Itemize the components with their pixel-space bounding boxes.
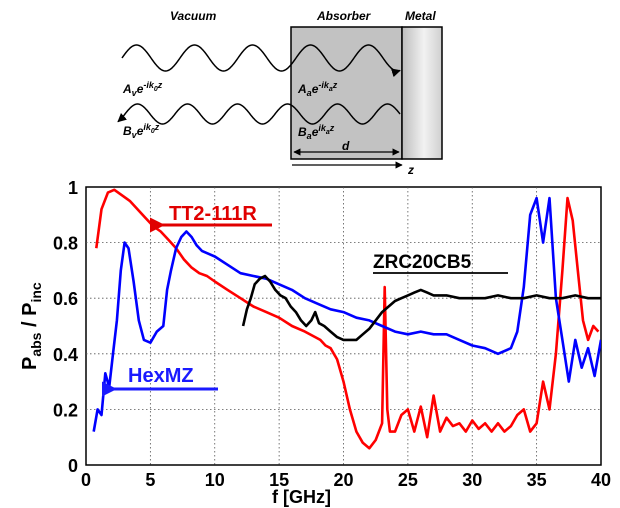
y-axis-label: Pabs / Pinc <box>19 282 44 370</box>
y-tick-label: 0.8 <box>53 234 78 254</box>
vacuum-label: Vacuum <box>170 9 217 23</box>
thickness-label: d <box>342 139 350 153</box>
x-tick-label: 40 <box>591 470 611 490</box>
y-tick-label: 0 <box>68 456 78 476</box>
x-tick-label: 35 <box>527 470 547 490</box>
series-line-zrc20cb5 <box>241 274 601 342</box>
x-axis-label: f [GHz] <box>272 487 331 507</box>
series <box>92 188 601 450</box>
absorber-layer <box>290 26 403 160</box>
absorber-diagram: Vacuum Absorber Metal Ave-ik0z Bveik0z A… <box>117 9 443 177</box>
series-line-tt2-111r <box>95 188 600 450</box>
x-tick-label: 20 <box>333 470 353 490</box>
z-axis-label: z <box>407 163 414 177</box>
x-tick-label: 30 <box>462 470 482 490</box>
legend-hexmz: HexMZ <box>128 365 194 387</box>
metal-label: Metal <box>405 9 436 23</box>
reflected-wave <box>117 103 401 125</box>
x-tick-label: 0 <box>81 470 91 490</box>
y-tick-label: 0.4 <box>53 345 78 365</box>
x-tick-label: 5 <box>145 470 155 490</box>
x-tick-label: 15 <box>269 470 289 490</box>
y-tick-label: 0.6 <box>53 289 78 309</box>
incident-wave <box>121 44 401 78</box>
absorber-forward-term: Aae-ikaz <box>297 80 338 98</box>
y-tick-label: 1 <box>68 178 78 198</box>
legend-zrc20cb5: ZRC20CB5 <box>373 252 472 273</box>
vacuum-incident-term: Ave-ik0z <box>122 80 163 98</box>
tick-labels: 0 5 10 15 20 25 30 35 40 0 0.2 0.4 0.6 0.8 1 <box>53 178 611 490</box>
legend-tt2-111r: TT2-111R <box>169 203 257 225</box>
vacuum-reflected-term: Bveik0z <box>123 122 160 140</box>
absorber-backward-term: Baeikaz <box>298 123 335 141</box>
x-tick-label: 10 <box>205 470 225 490</box>
series-line-hexmz <box>92 196 601 432</box>
metal-layer <box>401 26 443 160</box>
x-tick-label: 25 <box>398 470 418 490</box>
absorber-label: Absorber <box>316 9 372 23</box>
y-tick-label: 0.2 <box>53 400 78 420</box>
absorption-chart: 0 5 10 15 20 25 30 35 40 0 0.2 0.4 0.6 0.8 1 f [GHz] P… <box>19 178 611 507</box>
